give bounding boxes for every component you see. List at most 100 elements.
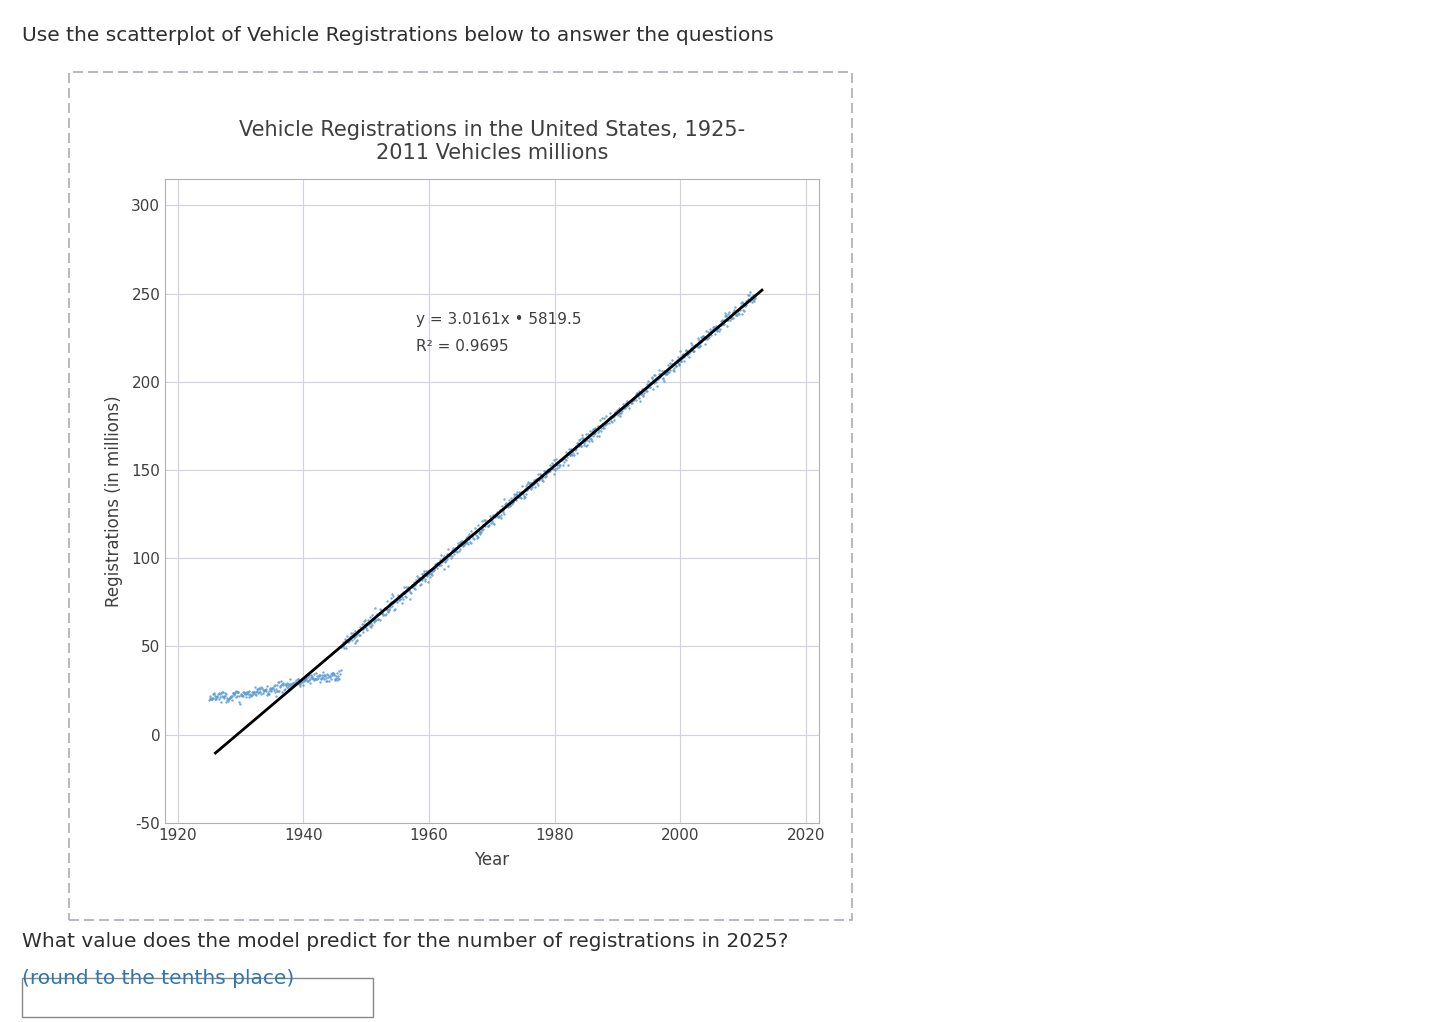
Point — [406, 568, 429, 585]
Point — [717, 312, 740, 328]
Point — [619, 394, 642, 411]
Point — [513, 490, 536, 506]
Point — [426, 555, 449, 571]
Point — [368, 604, 391, 620]
Point — [441, 542, 464, 558]
Point — [518, 481, 541, 498]
Point — [312, 664, 335, 681]
Point — [231, 688, 254, 704]
Point — [596, 415, 619, 431]
Point — [663, 355, 686, 371]
Point — [699, 324, 722, 340]
Point — [470, 524, 493, 541]
Point — [349, 619, 372, 636]
Point — [279, 671, 302, 688]
Point — [348, 624, 370, 641]
Point — [589, 412, 612, 428]
Point — [307, 668, 330, 685]
Point — [629, 385, 652, 402]
Point — [648, 366, 671, 382]
Point — [678, 349, 701, 365]
Point — [500, 493, 523, 509]
Point — [451, 538, 474, 554]
Point — [415, 567, 438, 584]
Point — [329, 666, 352, 683]
Point — [481, 507, 504, 523]
Point — [516, 477, 538, 494]
Point — [521, 475, 544, 492]
Point — [477, 513, 500, 529]
Point — [223, 685, 246, 701]
Point — [724, 307, 747, 323]
Point — [360, 607, 383, 623]
Point — [457, 526, 480, 543]
Point — [632, 387, 655, 404]
Point — [600, 408, 623, 424]
Point — [682, 343, 705, 360]
Point — [326, 664, 349, 681]
Point — [662, 360, 685, 376]
Point — [395, 583, 418, 599]
Point — [383, 601, 406, 617]
Point — [673, 346, 696, 363]
Point — [600, 414, 623, 430]
Point — [236, 689, 258, 705]
Point — [547, 457, 570, 473]
Point — [684, 337, 707, 354]
Point — [490, 507, 513, 523]
Point — [432, 551, 455, 567]
Point — [448, 543, 471, 559]
Point — [727, 303, 750, 319]
Point — [625, 391, 648, 408]
Point — [640, 370, 663, 386]
Point — [589, 420, 612, 436]
Point — [711, 316, 734, 332]
Point — [617, 397, 640, 413]
Point — [314, 672, 337, 689]
Point — [408, 577, 431, 594]
Point — [316, 672, 339, 689]
Point — [395, 589, 418, 605]
Point — [544, 451, 567, 467]
Point — [243, 679, 266, 695]
Point — [471, 521, 494, 538]
Point — [227, 694, 250, 710]
Point — [256, 678, 279, 694]
Point — [258, 686, 281, 702]
Point — [491, 498, 514, 514]
Point — [475, 513, 498, 529]
Point — [602, 408, 625, 424]
Point — [326, 671, 349, 688]
Point — [686, 339, 709, 356]
Point — [692, 328, 715, 344]
Point — [694, 331, 717, 347]
Point — [256, 687, 279, 703]
Point — [434, 550, 457, 566]
Point — [349, 620, 372, 637]
Point — [477, 517, 500, 533]
Point — [451, 532, 474, 549]
Point — [270, 678, 293, 694]
Point — [505, 485, 528, 502]
Point — [504, 486, 527, 503]
Point — [383, 594, 406, 610]
Point — [207, 685, 230, 701]
Point — [316, 669, 339, 686]
Point — [549, 452, 572, 468]
Point — [484, 509, 507, 525]
Point — [428, 557, 451, 573]
Point — [253, 682, 276, 698]
Point — [661, 356, 684, 372]
Point — [609, 402, 632, 418]
Point — [373, 606, 396, 622]
Point — [360, 616, 383, 633]
Point — [233, 684, 256, 700]
Point — [550, 451, 573, 467]
Point — [304, 665, 327, 682]
Point — [681, 342, 704, 359]
Point — [612, 400, 635, 416]
Point — [266, 683, 289, 699]
Point — [574, 432, 597, 449]
Point — [593, 410, 616, 426]
Point — [582, 428, 605, 445]
